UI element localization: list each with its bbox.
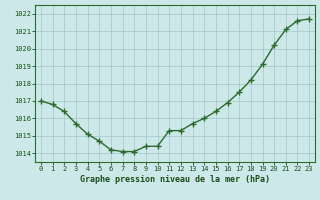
X-axis label: Graphe pression niveau de la mer (hPa): Graphe pression niveau de la mer (hPa) — [80, 175, 270, 184]
